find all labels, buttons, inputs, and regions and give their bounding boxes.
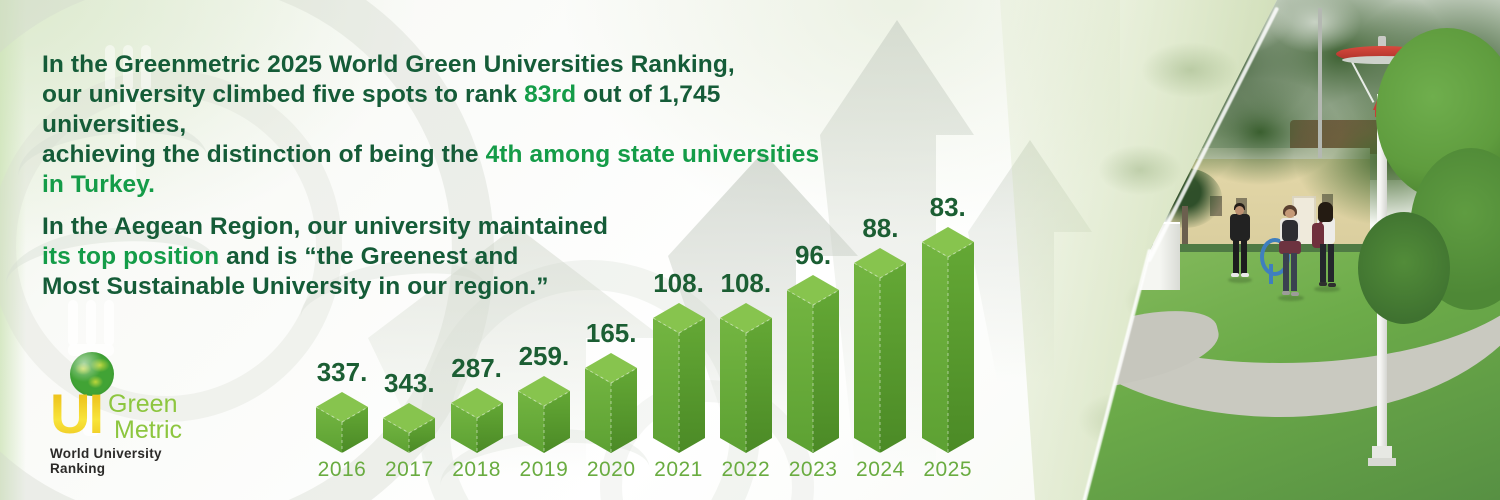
bar-2025 — [921, 227, 974, 453]
bar-2018 — [450, 388, 503, 453]
logo-green-text: Green — [108, 390, 178, 418]
bar-2022 — [719, 303, 773, 453]
bar-value-2023: 96. — [795, 240, 832, 270]
greenmetric-logo: UI Green Metric World University Ranking — [50, 352, 210, 476]
text-segment: achieving the distinction of being the — [42, 141, 486, 168]
person-walking — [1228, 203, 1252, 285]
text-highlight: its top position — [42, 243, 220, 270]
campus-photo — [1085, 0, 1500, 500]
intro-text: In the Greenmetric 2025 World Green Univ… — [42, 50, 862, 302]
bar-value-2019: 259. — [518, 341, 570, 371]
paragraph-region: In the Aegean Region, our university mai… — [42, 212, 862, 302]
bar-2020 — [584, 353, 638, 453]
bar-value-2016: 337. — [316, 357, 368, 387]
bar-value-2022: 108. — [720, 268, 772, 298]
logo-ui-text: UI — [50, 382, 104, 445]
photo-tree — [1358, 212, 1450, 324]
text-highlight: in Turkey. — [42, 171, 156, 198]
bar-2017 — [383, 403, 436, 453]
person-walking — [1276, 205, 1304, 305]
text-segment: In the Greenmetric 2025 World Green Univ… — [42, 51, 735, 78]
bar-year-2025: 2025 — [923, 458, 973, 481]
logo-metric-text: Metric — [114, 416, 183, 444]
globe-icon — [70, 352, 114, 396]
photo-light-pole — [1318, 8, 1322, 158]
bar-value-2021: 108. — [653, 268, 704, 298]
text-highlight: 83rd — [524, 81, 577, 108]
bar-year-2019: 2019 — [519, 458, 569, 481]
bar-year-2017: 2017 — [384, 458, 434, 481]
bar-year-2020: 2020 — [586, 458, 636, 481]
bar-value-2020: 165. — [585, 318, 637, 348]
text-segment: our university climbed five spots to ran… — [42, 81, 525, 108]
text-highlight: 4th among state universities — [485, 141, 820, 168]
photo-exercise-equipment — [1269, 264, 1273, 284]
bar-value-2017: 343. — [383, 368, 435, 398]
lamp-cable — [1350, 59, 1375, 103]
bar-value-2024: 88. — [862, 213, 899, 243]
text-segment: and is “the Greenest and — [219, 243, 519, 270]
person-walking — [1312, 202, 1340, 302]
bar-year-2021: 2021 — [654, 458, 703, 481]
bar-year-2016: 2016 — [317, 458, 367, 481]
bar-2021 — [652, 303, 705, 453]
lamp-base — [1372, 446, 1392, 460]
lamp-canopy-underside — [1342, 56, 1422, 64]
bar-value-2018: 287. — [451, 353, 502, 383]
bar-value-2025: 83. — [929, 192, 966, 222]
lamp-finial — [1378, 36, 1386, 48]
logo-tagline: World University Ranking — [50, 446, 162, 476]
bar-year-2022: 2022 — [721, 458, 771, 481]
bar-year-2023: 2023 — [788, 458, 838, 481]
bar-2019 — [517, 376, 571, 453]
ranking-bar-chart: 337. 2016 343. 2017 287. 2018 259. 2019 165. 2020… — [315, 192, 974, 481]
lamp-base — [1368, 458, 1396, 466]
bar-2016 — [315, 392, 369, 453]
bar-2024 — [854, 248, 907, 453]
text-segment: In the Aegean Region, our university mai… — [42, 213, 609, 240]
bar-year-2024: 2024 — [856, 458, 905, 481]
bar-year-2018: 2018 — [452, 458, 501, 481]
text-segment: Most Sustainable University in our regio… — [42, 273, 549, 300]
paragraph-ranking: In the Greenmetric 2025 World Green Univ… — [42, 50, 862, 200]
text-segment: out of 1,745 universities, — [42, 81, 721, 138]
trident-watermark-icon — [105, 45, 154, 195]
bar-2023 — [786, 275, 840, 453]
